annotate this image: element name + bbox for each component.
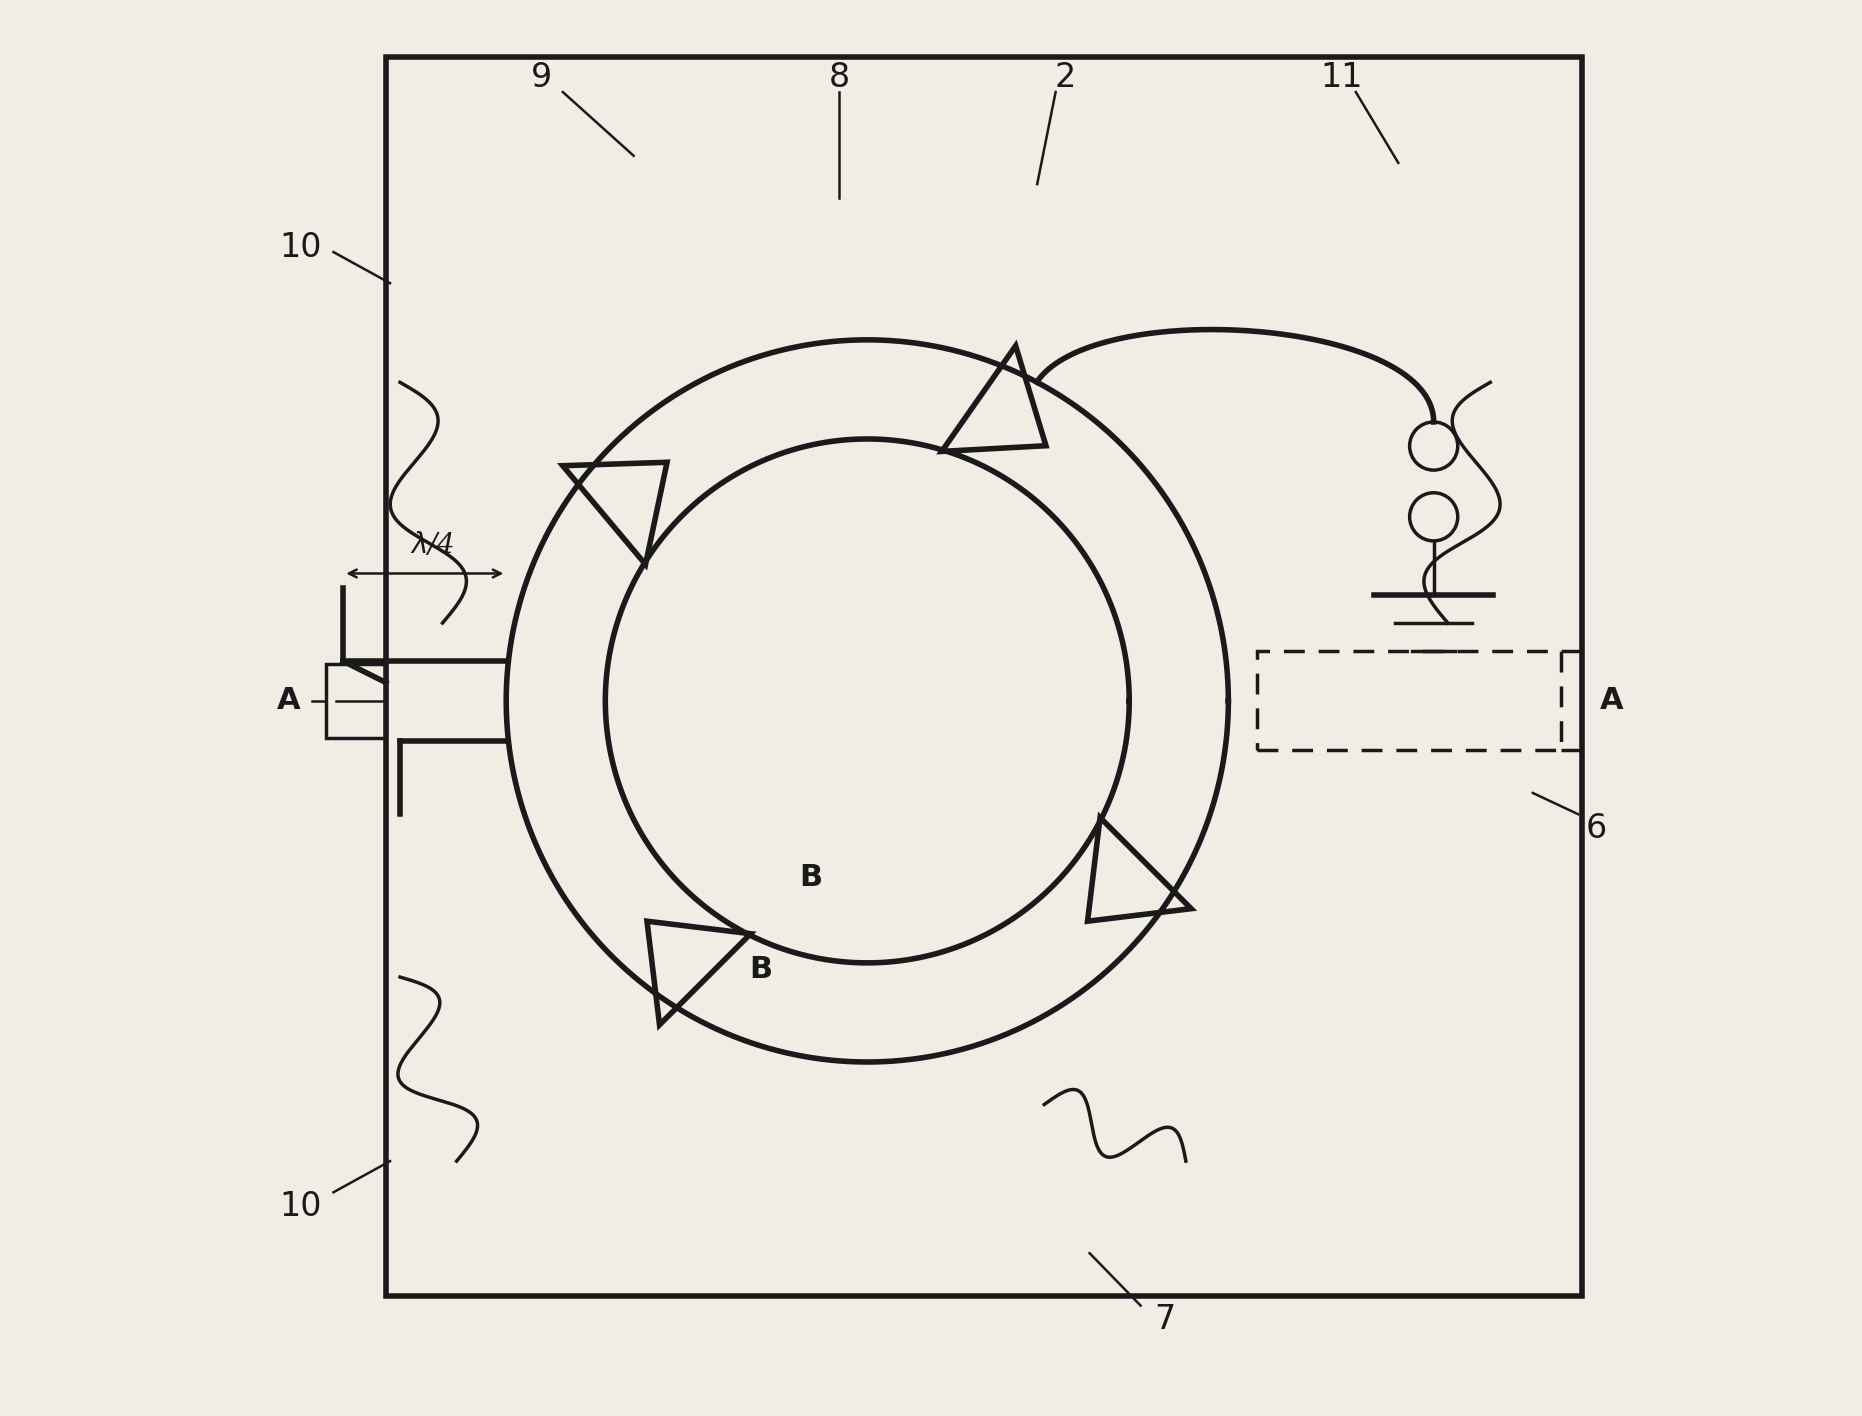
- Text: B: B: [750, 956, 773, 984]
- Text: 8: 8: [829, 61, 849, 95]
- Text: 6: 6: [1586, 811, 1607, 845]
- Text: 9: 9: [531, 61, 553, 95]
- Text: 10: 10: [279, 1189, 322, 1223]
- Text: B: B: [799, 864, 823, 892]
- Text: 2: 2: [1056, 61, 1076, 95]
- Text: 10: 10: [279, 231, 322, 265]
- Text: 7: 7: [1154, 1303, 1175, 1337]
- Text: A: A: [1599, 687, 1624, 715]
- Text: A: A: [277, 687, 302, 715]
- Text: 11: 11: [1320, 61, 1363, 95]
- Text: $\lambda$/4: $\lambda$/4: [410, 531, 454, 559]
